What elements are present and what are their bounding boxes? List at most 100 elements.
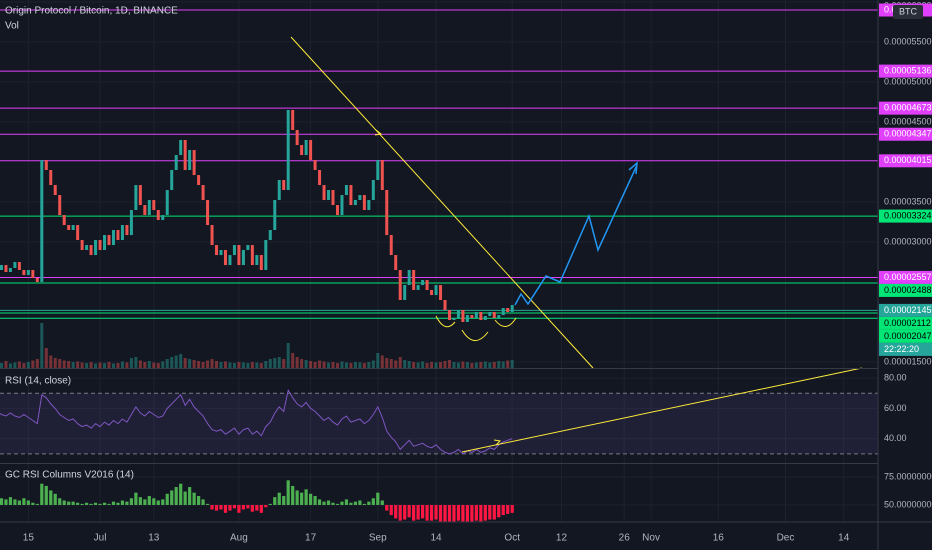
x-tick-label: 13 — [148, 533, 160, 544]
volume-bar — [394, 360, 398, 368]
column — [380, 500, 384, 505]
volume-bar — [331, 362, 335, 368]
volume-label: Vol — [5, 21, 19, 32]
volume-bar — [170, 357, 174, 368]
column — [277, 492, 281, 505]
column — [22, 498, 26, 505]
column — [376, 492, 380, 505]
column — [228, 504, 232, 511]
candle — [439, 285, 443, 300]
column — [102, 502, 107, 505]
y-tick-label: 0.00003500 — [884, 196, 932, 206]
candle — [125, 225, 129, 236]
column — [304, 489, 308, 505]
volume-bar — [165, 359, 169, 368]
x-tick-label: 16 — [713, 533, 725, 544]
grid — [0, 0, 878, 522]
volume-bar — [26, 362, 30, 368]
column — [179, 483, 183, 505]
column — [488, 504, 492, 520]
volume-bar — [138, 360, 142, 368]
column — [452, 504, 456, 522]
column — [385, 504, 389, 511]
column — [291, 485, 295, 505]
x-tick-label: Dec — [777, 533, 795, 544]
rsi-trend-line — [461, 367, 863, 453]
column — [398, 504, 402, 521]
volume-bar — [219, 362, 223, 368]
candle — [192, 150, 196, 176]
candle — [286, 110, 290, 190]
volume-bar — [76, 361, 80, 368]
candle — [318, 170, 322, 186]
candle — [8, 268, 12, 272]
x-tick-label: 14 — [838, 533, 850, 544]
volume-bar — [259, 363, 263, 368]
x-tick-label: Jul — [94, 533, 107, 544]
column — [232, 504, 237, 509]
volume-bar — [161, 361, 165, 368]
column — [434, 504, 438, 520]
volume-bar — [506, 360, 510, 368]
time-axis-bg — [0, 522, 932, 550]
arrow-mark — [374, 129, 383, 136]
column — [143, 499, 147, 505]
candle — [452, 318, 456, 320]
candle — [331, 190, 335, 206]
x-tick-label: 26 — [619, 533, 631, 544]
candle — [147, 200, 151, 216]
arrow-mark — [493, 439, 502, 446]
level-label-bg — [879, 329, 932, 343]
candle — [474, 312, 478, 318]
volume-bar — [483, 361, 487, 368]
candle — [138, 185, 142, 206]
candle — [479, 312, 483, 320]
column — [407, 504, 411, 518]
candle — [443, 300, 447, 310]
volume-bar — [474, 362, 478, 368]
column — [4, 499, 8, 505]
candle — [241, 250, 245, 266]
column — [295, 490, 299, 505]
candle — [156, 210, 160, 220]
column — [465, 504, 470, 522]
candle — [483, 316, 487, 320]
column — [210, 504, 214, 510]
candle — [143, 205, 147, 216]
volume-bar — [439, 362, 443, 368]
candle — [228, 255, 232, 266]
y-tick-label: 40.00 — [884, 433, 907, 443]
column — [241, 504, 246, 510]
column — [313, 496, 317, 505]
column — [421, 504, 425, 519]
column — [461, 504, 465, 522]
volume-bar — [492, 362, 496, 368]
candle — [394, 255, 398, 270]
volume-bar — [322, 361, 326, 368]
column — [367, 501, 371, 505]
candle — [465, 315, 469, 322]
candle — [259, 255, 263, 270]
x-tick-label: 14 — [430, 533, 442, 544]
column — [26, 500, 30, 505]
column — [443, 504, 447, 522]
column — [416, 504, 420, 520]
x-tick-label: Sep — [369, 533, 387, 544]
candle — [353, 200, 357, 206]
volume-bar — [174, 355, 178, 368]
volume-bar — [201, 362, 205, 368]
column — [438, 504, 443, 522]
rsi-line — [0, 388, 513, 455]
volume-bar — [443, 361, 447, 368]
candle — [327, 190, 331, 200]
x-tick-label: Aug — [230, 533, 248, 544]
volume-bar — [0, 363, 3, 368]
volume-bar — [340, 361, 344, 368]
column — [300, 492, 304, 505]
volume-bar — [134, 357, 138, 368]
column — [456, 504, 461, 521]
candle — [425, 280, 429, 290]
column — [76, 502, 80, 505]
level-label-bg — [879, 316, 932, 330]
volume-bar — [143, 362, 147, 368]
